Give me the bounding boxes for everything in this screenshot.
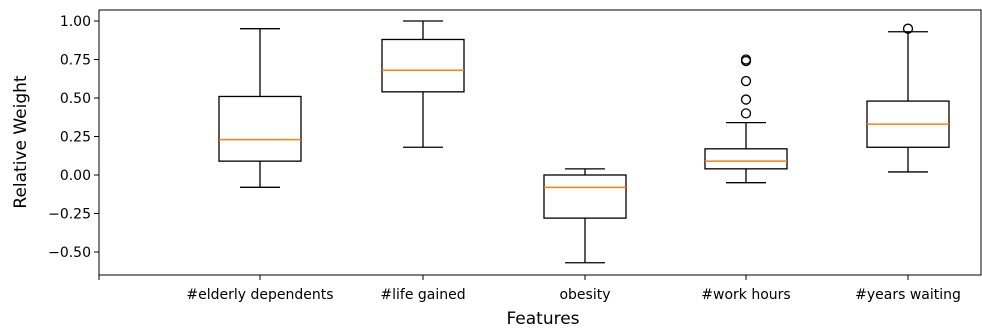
x-tick-label: #work hours — [701, 287, 790, 303]
box-group — [543, 168, 627, 264]
x-tick-label: obesity — [559, 287, 610, 303]
box — [381, 38, 465, 93]
outlier-point — [902, 23, 914, 34]
y-tick-label: 0.50 — [60, 91, 91, 107]
boxes-layer — [218, 20, 950, 264]
outlier-point — [740, 75, 752, 87]
box-group — [704, 54, 788, 184]
y-tick-label: 1.00 — [60, 14, 91, 30]
plot-area — [98, 9, 982, 276]
box-group — [381, 20, 465, 148]
outlier-point — [740, 108, 752, 119]
x-axis: #elderly dependents #life gained obesity #w… — [98, 275, 961, 303]
box — [218, 95, 302, 162]
outlier-point — [740, 54, 752, 65]
y-tick-label: −0.50 — [48, 245, 91, 261]
outlier-point — [740, 94, 752, 105]
x-tick-label: #years waiting — [855, 287, 961, 303]
x-tick-label: #elderly dependents — [186, 287, 333, 303]
y-axis: −0.50 −0.25 0.00 0.25 0.50 0.75 1.00 — [48, 14, 99, 261]
y-tick-label: −0.25 — [48, 207, 91, 223]
box — [543, 174, 627, 219]
y-axis-title: Relative Weight — [11, 75, 31, 209]
y-tick-label: 0.00 — [60, 168, 91, 184]
x-axis-title: Features — [506, 309, 579, 329]
box-group — [866, 23, 950, 173]
box-group — [218, 28, 302, 188]
y-tick-label: 0.25 — [60, 130, 91, 146]
box — [704, 148, 788, 170]
x-tick-label: #life gained — [380, 287, 465, 303]
y-tick-label: 0.75 — [60, 53, 91, 69]
